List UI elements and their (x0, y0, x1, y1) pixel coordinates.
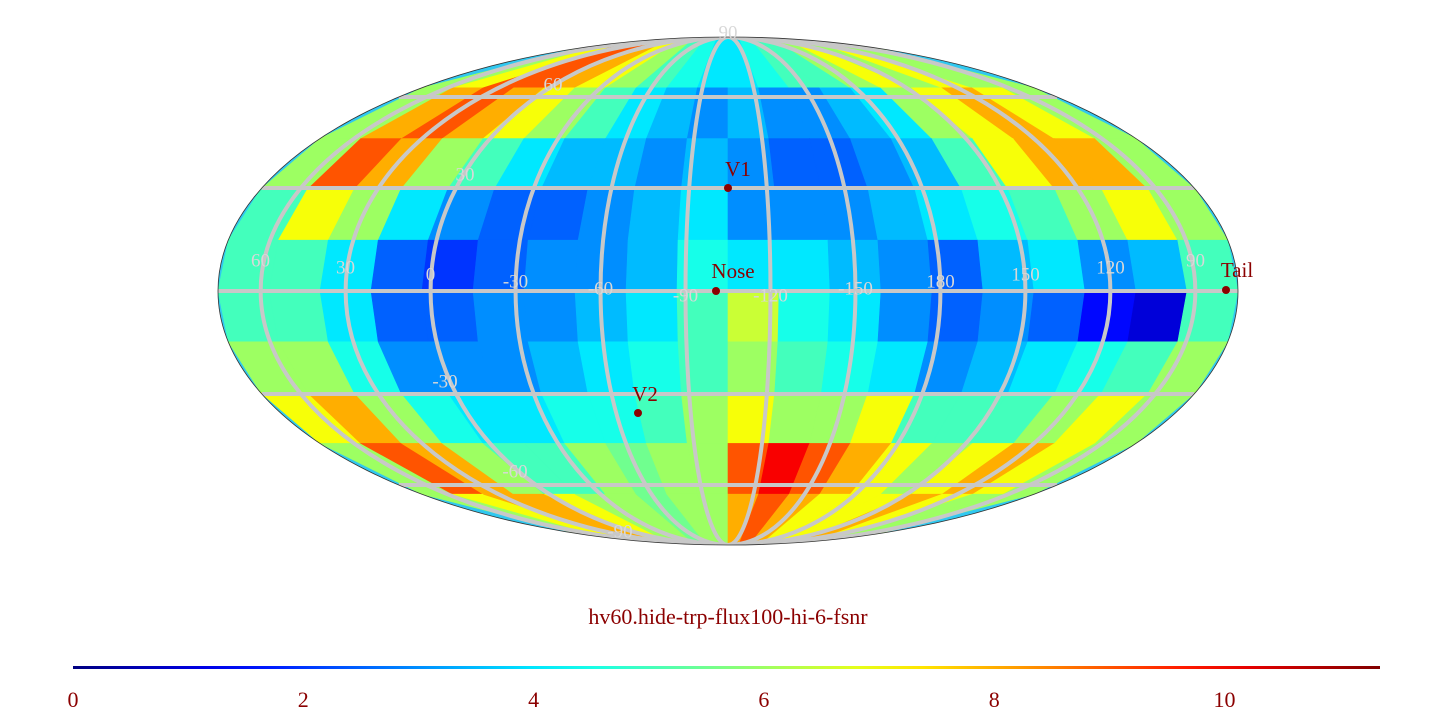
lon-label: -60 (588, 278, 613, 299)
marker-dot (1222, 286, 1230, 294)
heatmap-cell (523, 239, 579, 292)
heatmap-cell (452, 493, 643, 545)
lat-label: -30 (432, 371, 457, 392)
lon-label: -120 (753, 285, 788, 306)
graticule (218, 37, 1238, 545)
lat-label: -90 (607, 521, 632, 542)
lat-label: 60 (544, 74, 563, 95)
lon-label: 120 (1096, 257, 1125, 278)
marker-label: Tail (1221, 258, 1254, 282)
heatmap-cell (370, 290, 429, 343)
colorbar-tick-label: 8 (989, 687, 1000, 712)
sky-outline (217, 36, 1239, 546)
lon-label: 0 (426, 264, 436, 285)
lon-label: -30 (503, 271, 528, 292)
heatmap-cell (759, 493, 852, 545)
marker-dot (712, 287, 720, 295)
heatmap-cell (625, 290, 679, 343)
heatmap-cell (777, 239, 831, 292)
colorbar-tick-label: 10 (1214, 687, 1236, 712)
lon-label: 180 (926, 271, 955, 292)
lat-label: 30 (456, 164, 475, 185)
heatmap-cell (1127, 239, 1188, 292)
heatmap-cell (877, 290, 933, 343)
heatmap-cell (1027, 290, 1086, 343)
colorbar-scale (73, 666, 1380, 669)
lat-label: -60 (502, 461, 527, 482)
heatmap-cell (774, 189, 829, 241)
colorbar-tick-label: 2 (298, 687, 309, 712)
colorbar-tick-label: 0 (68, 687, 79, 712)
lon-label: -150 (838, 278, 873, 299)
heatmap-cell (666, 493, 718, 545)
heatmap-cell (627, 189, 682, 241)
heatmap-cell (370, 239, 429, 292)
colorbar-tick-label: 6 (758, 687, 769, 712)
marker-label: V1 (725, 157, 751, 181)
heatmap-cell (604, 493, 697, 545)
lon-label: 150 (1011, 264, 1040, 285)
heatmap-cell (268, 290, 329, 343)
marker-dot (724, 184, 732, 192)
lon-label: 30 (336, 257, 355, 278)
marker-dot (634, 409, 642, 417)
labels: 60 30 0 -30 -60 -90 -120 -150 180 150 120 90 90 60 30 -… (251, 22, 1253, 542)
heatmap-cell (513, 493, 664, 545)
colorbar: 0 2 4 6 8 10 (68, 666, 1380, 712)
heatmap-cell (774, 341, 829, 393)
lat-label: 90 (719, 22, 738, 43)
heatmap-cell (1127, 290, 1188, 343)
marker-label: Nose (711, 259, 754, 283)
lon-label: -90 (673, 285, 698, 306)
heatmap-cell (523, 290, 579, 343)
chart-title: hv60.hide-trp-flux100-hi-6-fsnr (588, 604, 868, 629)
colorbar-tick-label: 4 (528, 687, 539, 712)
heatmap-cell (268, 239, 329, 292)
heatmap-cell (877, 239, 933, 292)
heatmap-cell (625, 239, 679, 292)
lon-label: 90 (1186, 250, 1205, 271)
marker-label: V2 (632, 382, 658, 406)
lon-label: 60 (251, 250, 270, 271)
